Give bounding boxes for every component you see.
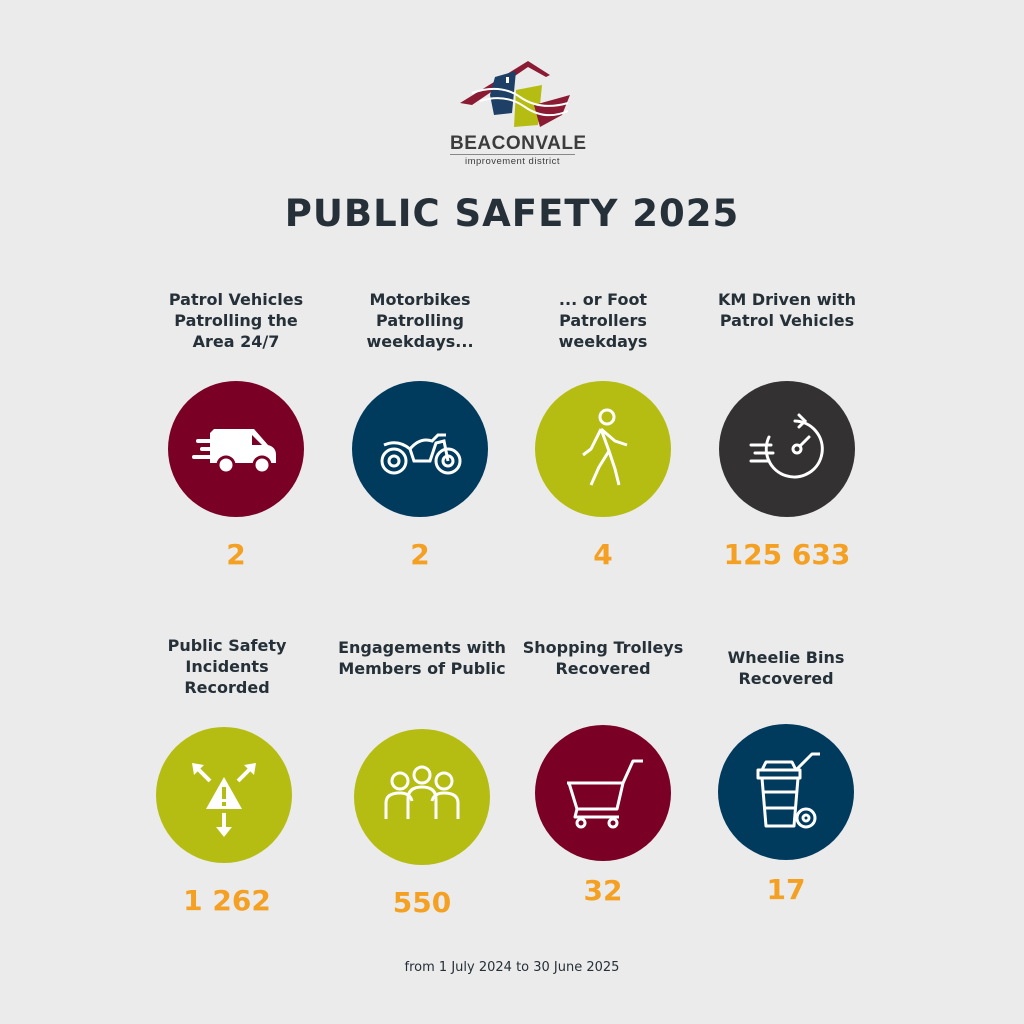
date-range-footnote: from 1 July 2024 to 30 June 2025 (404, 960, 620, 975)
speedometer-icon (749, 413, 824, 479)
stat-icon-circle (535, 381, 671, 517)
stat-value: 4 (593, 538, 613, 571)
stat-label: Shopping Trolleys Recovered (522, 638, 684, 678)
stat-label: KM Driven with Patrol Vehicles (717, 290, 857, 330)
stat-value: 32 (583, 874, 623, 907)
beaconvale-logo: BEACONVALE improvement district (450, 55, 587, 170)
stat-icon-circle (719, 381, 855, 517)
logo-subtitle: improvement district (450, 154, 575, 167)
stat-label: Engagements with Members of Public (338, 638, 506, 678)
stat-value: 125 633 (723, 538, 851, 571)
motorbike-icon (380, 433, 462, 475)
stat-icon-circle (354, 729, 490, 865)
stat-label: Wheelie Bins Recovered (727, 648, 845, 688)
logo-emblem-icon (460, 61, 570, 127)
shopping-cart-icon (567, 759, 643, 829)
people-group-icon (384, 765, 460, 819)
stat-label: ... or Foot Patrollers weekdays (558, 290, 648, 351)
stat-value: 2 (226, 538, 246, 571)
van-icon (192, 429, 276, 475)
stat-value: 2 (410, 538, 430, 571)
page-title: PUBLIC SAFETY 2025 (284, 192, 740, 235)
stat-icon-circle (352, 381, 488, 517)
stat-label: Motorbikes Patrolling weekdays... (366, 290, 474, 351)
walking-person-icon (582, 408, 628, 486)
logo-name: BEACONVALE (450, 133, 587, 154)
warning-arrows-icon (192, 763, 256, 837)
stat-icon-circle (168, 381, 304, 517)
stat-icon-circle (156, 727, 292, 863)
stat-label: Public Safety Incidents Recorded (167, 636, 287, 697)
wheelie-bin-icon (756, 752, 820, 829)
stat-value: 1 262 (183, 884, 271, 917)
stat-icon-circle (718, 724, 854, 860)
stat-value: 550 (392, 886, 452, 919)
stat-icon-circle (535, 725, 671, 861)
stat-label: Patrol Vehicles Patrolling the Area 24/7 (168, 290, 304, 351)
stat-value: 17 (766, 873, 806, 906)
